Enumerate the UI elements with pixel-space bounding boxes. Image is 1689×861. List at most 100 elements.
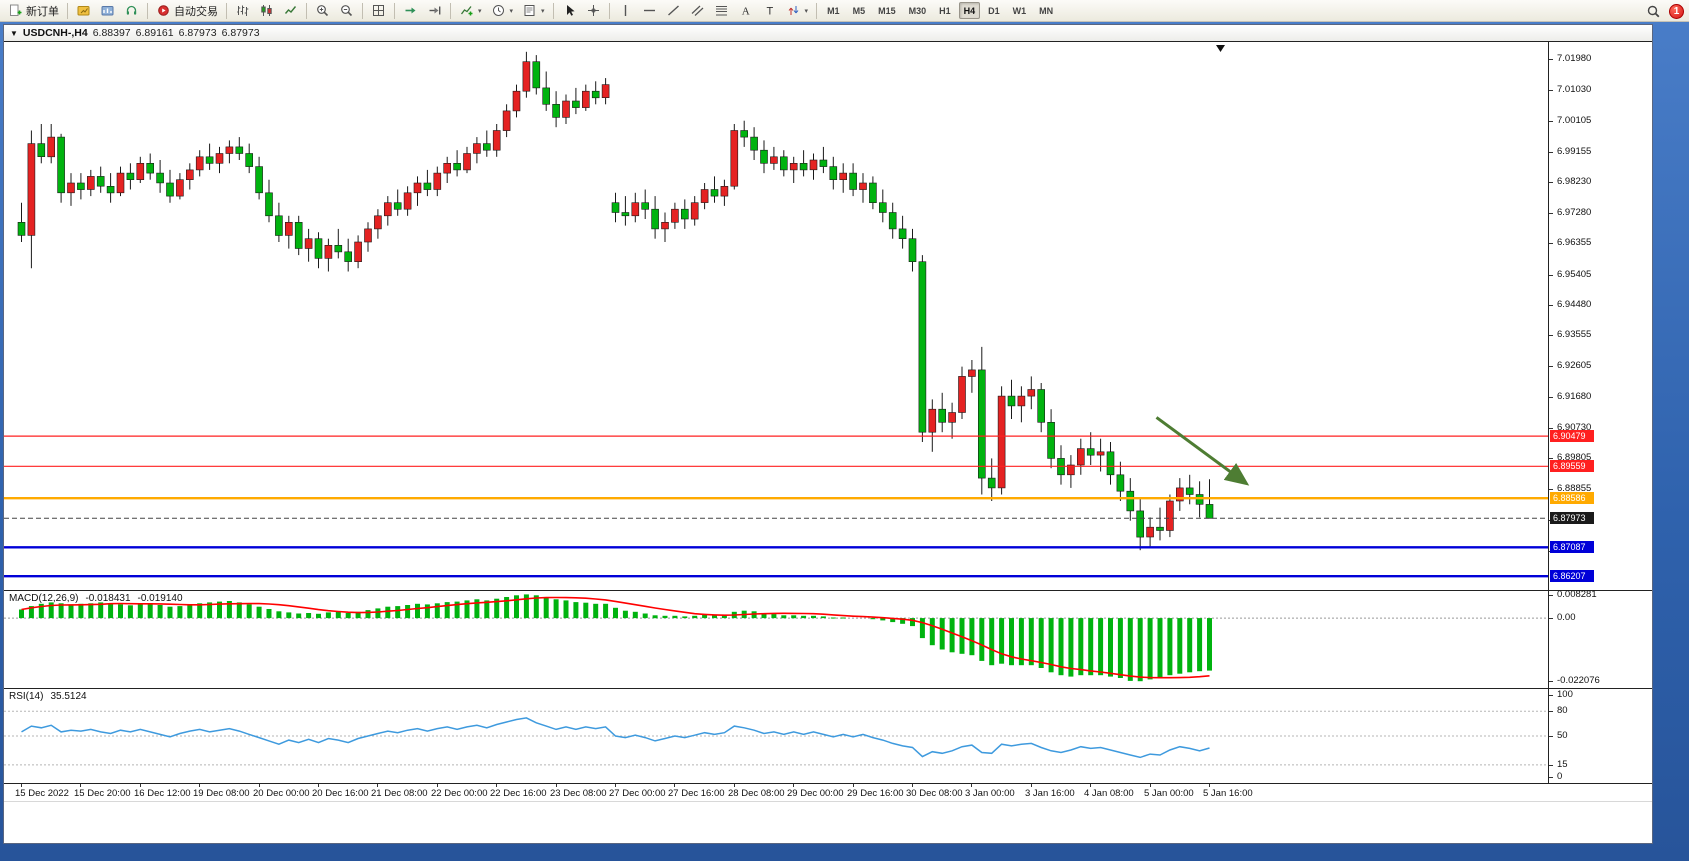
crosshair-icon[interactable] [582, 1, 605, 20]
price-tick-label: 6.98230 [1557, 176, 1592, 187]
auto-scroll-icon[interactable] [399, 1, 422, 20]
data-window-icon[interactable] [96, 1, 119, 20]
label-icon[interactable]: T [758, 1, 781, 20]
macd-plot[interactable]: MACD(12,26,9) -0.018431 -0.019140 [4, 591, 1548, 688]
chart-shift-icon[interactable] [423, 1, 446, 20]
timeframe-d1[interactable]: D1 [988, 6, 1000, 16]
candle-bearish [1116, 474, 1125, 492]
macd-bar [632, 611, 638, 619]
search-icon[interactable] [1646, 4, 1661, 18]
time-tick [140, 784, 141, 787]
candle-bearish [987, 477, 996, 489]
macd-bar [365, 610, 371, 619]
macd-bar [68, 604, 74, 619]
fibonacci-icon[interactable] [710, 1, 733, 20]
timeframe-h4[interactable]: H4 [958, 2, 981, 19]
candle-bearish [591, 90, 600, 99]
candle-bearish [482, 143, 491, 151]
timeframe-mn[interactable]: MN [1039, 6, 1054, 16]
vertical-line-icon[interactable] [614, 1, 637, 20]
timeframe-m15[interactable]: M15 [878, 6, 896, 16]
price-badge-6.87087: 6.87087 [1550, 541, 1594, 553]
macd-bar [929, 618, 935, 646]
candle-bullish [27, 143, 36, 236]
tile-windows-icon[interactable] [367, 1, 390, 20]
collapse-triangle-icon[interactable]: ▼ [10, 28, 18, 38]
candle-bullish [997, 395, 1006, 489]
arrow-objects-icon[interactable]: ▾ [782, 1, 813, 20]
time-label: 20 Dec 16:00 [312, 788, 369, 799]
indicators-icon[interactable]: ▾ [455, 1, 486, 20]
axis-tick [1549, 90, 1553, 91]
horizontal-line-icon[interactable] [638, 1, 661, 20]
toolbar-separator [450, 2, 451, 19]
periods-icon[interactable]: ▾ [487, 1, 518, 20]
price-axis[interactable]: 7.01980 7.01030 7.00105 6.99155 6.98230 6.972… [1548, 42, 1652, 590]
candlestick-chart-icon[interactable] [255, 1, 278, 20]
bar-chart-icon[interactable] [231, 1, 254, 20]
navigator-icon[interactable] [120, 1, 143, 20]
trend-arrow-annotation [1155, 416, 1250, 486]
channel-icon[interactable] [686, 1, 709, 20]
trendline-icon[interactable] [662, 1, 685, 20]
axis-tick [1549, 305, 1553, 306]
autotrading-button[interactable]: 自动交易 [152, 1, 222, 20]
time-label: 28 Dec 08:00 [728, 788, 785, 799]
candle-bullish [1017, 395, 1026, 407]
candle-bullish [690, 202, 699, 220]
timeframe-m1[interactable]: M1 [827, 6, 840, 16]
window-padding [4, 802, 1652, 843]
price-badge-6.88586: 6.88586 [1550, 492, 1594, 504]
candle-bearish [57, 136, 65, 194]
candle-bullish [413, 182, 422, 194]
label-icon: T [762, 4, 777, 18]
candle-bullish [116, 172, 125, 194]
time-tick [377, 784, 378, 787]
zoom-out-icon[interactable] [335, 1, 358, 20]
cursor-icon[interactable] [558, 1, 581, 20]
candle-bullish [354, 241, 362, 263]
macd-bar [108, 603, 114, 619]
price-tick-label: 7.01030 [1557, 84, 1592, 95]
axis-tick [1549, 213, 1553, 214]
macd-bar [593, 603, 599, 619]
macd-bar [672, 615, 678, 619]
market-watch-icon[interactable] [72, 1, 95, 20]
macd-axis[interactable]: 0.008281 0.00 -0.022076 [1548, 590, 1652, 688]
time-label: 15 Dec 2022 [15, 788, 69, 799]
axis-tick [1549, 681, 1553, 682]
candle-bearish [878, 202, 887, 213]
timeframe-h1[interactable]: H1 [939, 6, 951, 16]
time-label: 30 Dec 08:00 [906, 788, 963, 799]
axis-tick [1549, 335, 1553, 336]
templates-icon[interactable]: ▾ [518, 1, 549, 20]
candle-bearish [235, 146, 244, 154]
macd-bar [316, 613, 321, 619]
macd-bar [1058, 618, 1064, 676]
candle-bullish [522, 61, 531, 92]
timeframe-m30[interactable]: M30 [908, 6, 927, 16]
timeframe-w1[interactable]: W1 [1012, 6, 1027, 16]
macd-bar [1098, 618, 1104, 676]
vertical-line-icon [618, 4, 633, 18]
rsi-plot[interactable]: RSI(14) 35.5124 [4, 689, 1548, 783]
text-icon[interactable]: A [734, 1, 757, 20]
periods-icon [491, 4, 506, 18]
time-axis[interactable]: 15 Dec 2022 15 Dec 20:00 16 Dec 12:00 19 De… [4, 784, 1652, 802]
macd-bar [464, 600, 470, 619]
zoom-in-icon[interactable] [311, 1, 334, 20]
macd-bar [1088, 618, 1094, 676]
candle-bullish [473, 143, 481, 154]
candle-bullish [661, 222, 669, 230]
line-chart-icon[interactable] [279, 1, 302, 20]
autotrading-icon [156, 4, 171, 18]
axis-tick [1549, 489, 1553, 490]
trendline-icon [666, 4, 681, 18]
new-order-button[interactable]: 新订单 [4, 1, 63, 20]
candle-bullish [215, 153, 224, 164]
main-chart-plot[interactable] [4, 42, 1548, 590]
rsi-axis[interactable]: 100 80 50 15 0 [1548, 689, 1652, 783]
macd-bar [454, 601, 460, 619]
candle-bullish [284, 222, 293, 236]
timeframe-m5[interactable]: M5 [852, 6, 866, 16]
